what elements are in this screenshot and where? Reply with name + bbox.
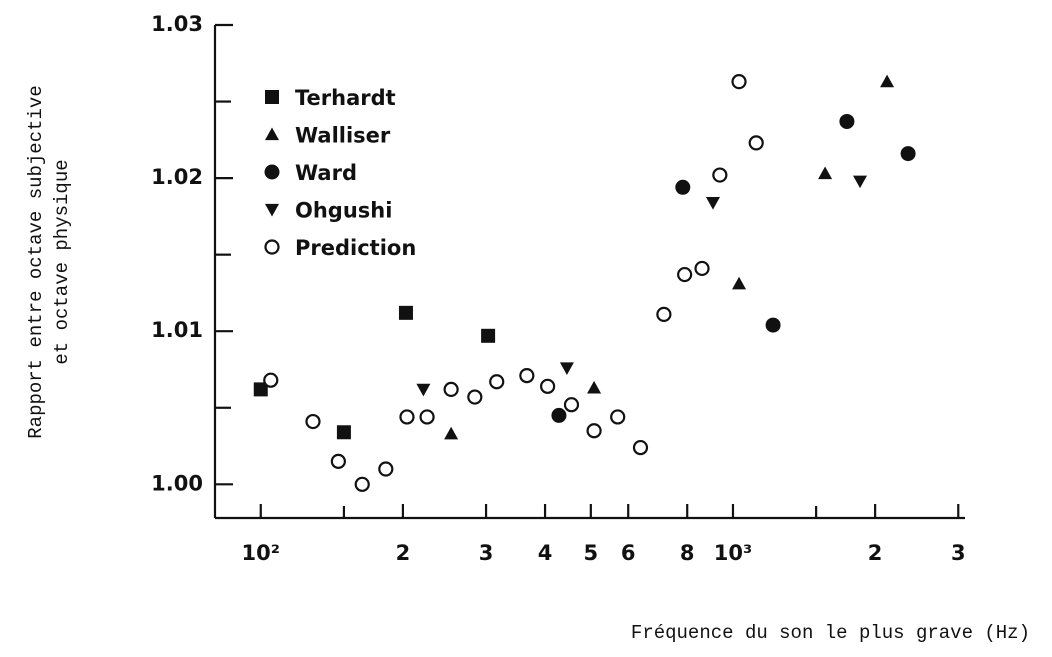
data-point	[853, 175, 868, 189]
legend-marker	[264, 239, 280, 255]
x-tick-label: 3	[479, 541, 494, 565]
data-point	[419, 409, 435, 425]
y-axis-label: et octave physique	[51, 159, 73, 364]
data-point	[587, 380, 602, 394]
data-point	[263, 372, 279, 388]
x-tick-label: 8	[680, 541, 695, 565]
y-tick-label: 1.02	[151, 165, 203, 189]
data-point	[694, 260, 710, 277]
data-point	[467, 389, 483, 405]
data-point	[675, 179, 691, 195]
legend-label: Walliser	[295, 124, 391, 148]
data-point	[765, 317, 781, 333]
data-point	[900, 146, 916, 162]
data-point	[880, 74, 895, 88]
data-point	[416, 383, 431, 397]
y-tick-label: 1.01	[151, 318, 203, 342]
data-point	[481, 328, 496, 343]
x-tick-label: 10³	[714, 541, 752, 565]
data-point	[378, 461, 394, 477]
data-point	[336, 425, 351, 440]
data-point	[489, 374, 505, 390]
data-point	[748, 135, 764, 151]
data-point	[540, 378, 556, 394]
legend-marker	[265, 127, 279, 141]
data-point	[354, 476, 370, 492]
y-axis-label: Rapport entre octave subjective	[25, 85, 47, 438]
x-tick-label: 2	[868, 541, 883, 565]
legend-marker	[265, 203, 279, 217]
data-point	[563, 397, 580, 413]
data-point	[818, 166, 833, 180]
x-tick-label: 6	[621, 541, 636, 565]
data-point	[305, 413, 321, 430]
data-point	[586, 423, 602, 439]
data-point	[443, 381, 459, 397]
legend-marker	[264, 164, 280, 180]
y-tick-label: 1.03	[151, 12, 203, 36]
legend-label: Prediction	[295, 236, 416, 260]
x-tick-label: 2	[396, 541, 411, 565]
data-point	[656, 306, 672, 322]
data-point	[705, 197, 720, 210]
data-point	[632, 439, 649, 456]
data-point	[399, 409, 415, 425]
data-point	[519, 368, 535, 384]
data-point	[559, 362, 574, 375]
data-point	[731, 74, 747, 90]
data-point	[551, 407, 567, 423]
x-tick-label: 3	[951, 541, 966, 565]
legend-marker	[265, 90, 279, 104]
data-point	[330, 453, 346, 469]
x-tick-label: 5	[584, 541, 599, 565]
data-point	[444, 426, 459, 440]
legend-label: Ohgushi	[295, 199, 392, 223]
data-point	[253, 382, 268, 397]
legend-label: Terhardt	[295, 86, 396, 110]
y-tick-label: 1.00	[151, 471, 203, 495]
data-point	[610, 409, 626, 425]
data-point	[712, 167, 728, 183]
legend-label: Ward	[295, 161, 357, 185]
data-point	[398, 305, 413, 320]
data-point	[732, 276, 747, 290]
data-point	[839, 113, 855, 129]
x-tick-label: 10²	[242, 541, 280, 565]
x-tick-label: 4	[538, 541, 553, 565]
x-axis-label: Fréquence du son le plus grave (Hz)	[631, 622, 1030, 644]
data-point	[677, 266, 693, 283]
